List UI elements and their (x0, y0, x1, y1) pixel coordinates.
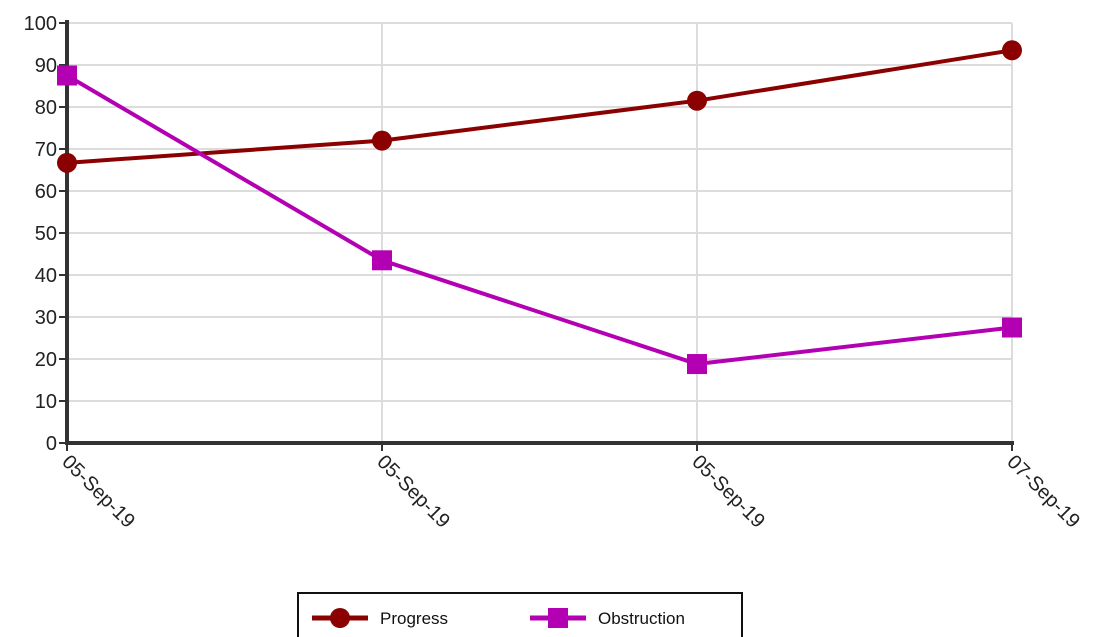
y-tick-label: 100 (24, 13, 57, 35)
y-tick-label: 50 (35, 223, 57, 245)
data-point (57, 65, 77, 86)
legend-label: Progress (380, 609, 448, 628)
x-tick-label: 05-Sep-19 (687, 451, 769, 533)
y-tick-label: 20 (35, 349, 57, 371)
legend-marker (548, 608, 568, 628)
legend: Progress Obstruction (297, 592, 743, 637)
data-point (687, 90, 707, 111)
data-point (57, 152, 77, 173)
x-tick-label: 07-Sep-19 (1002, 451, 1084, 533)
y-tick-label: 30 (35, 307, 57, 329)
data-point (1002, 40, 1022, 61)
legend-item-progress: Progress (312, 608, 448, 628)
x-tick-label: 05-Sep-19 (372, 451, 454, 533)
legend-item-obstruction: Obstruction (530, 608, 685, 628)
series-layer (57, 40, 1022, 375)
data-point (1002, 317, 1022, 338)
series-obstruction (57, 65, 1022, 375)
y-tick-label: 80 (35, 97, 57, 119)
legend-marker (330, 608, 350, 628)
y-tick-label: 90 (35, 55, 57, 77)
x-axis-ticks: 05-Sep-19 05-Sep-19 05-Sep-19 07-Sep-19 (57, 443, 1084, 533)
y-tick-label: 40 (35, 265, 57, 287)
y-tick-label: 70 (35, 139, 57, 161)
y-axis-ticks: 0 10 20 30 40 50 60 70 80 90 100 (24, 13, 67, 455)
y-tick-label: 0 (46, 433, 57, 455)
data-point (372, 250, 392, 271)
series-line (66, 48, 1013, 165)
legend-box (297, 592, 743, 637)
series-line (65, 73, 1013, 367)
legend-label: Obstruction (598, 609, 685, 628)
y-tick-label: 60 (35, 181, 57, 203)
series-progress (57, 40, 1022, 173)
grid-lines (67, 22, 1013, 443)
y-tick-label: 10 (35, 391, 57, 413)
data-point (687, 354, 707, 375)
legend-items: Progress Obstruction (312, 608, 685, 628)
x-tick-label: 05-Sep-19 (57, 451, 139, 533)
data-point (372, 130, 392, 151)
